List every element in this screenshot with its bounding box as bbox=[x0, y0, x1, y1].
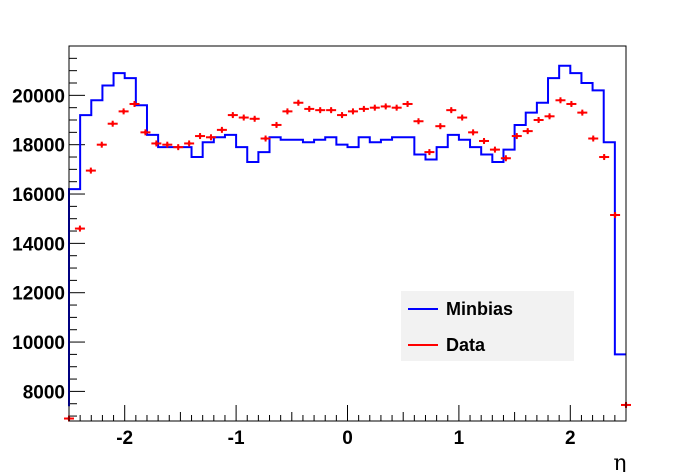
x-tick-label: 1 bbox=[454, 428, 465, 449]
axis-ticks bbox=[68, 57, 627, 421]
legend: Minbias Data bbox=[401, 291, 574, 361]
legend-box bbox=[401, 291, 574, 361]
data-point bbox=[293, 99, 304, 106]
legend-data-label: Data bbox=[446, 335, 486, 355]
tick-labels: 8000 10000 12000 14000 16000 18000 20000 -2 -1 0 1… bbox=[12, 86, 575, 449]
data-point bbox=[402, 100, 413, 107]
data-point bbox=[588, 135, 599, 142]
data-point bbox=[184, 140, 195, 147]
data-point bbox=[347, 108, 358, 115]
plot-frame bbox=[68, 45, 627, 422]
data-point bbox=[457, 114, 468, 121]
data-point bbox=[326, 107, 337, 114]
data-point bbox=[129, 100, 140, 107]
data-point bbox=[533, 117, 544, 124]
data-point bbox=[304, 105, 315, 112]
y-tick-label: 10000 bbox=[12, 333, 65, 354]
y-tick-label: 12000 bbox=[12, 284, 65, 305]
data-point bbox=[337, 112, 348, 119]
data-point bbox=[151, 140, 162, 147]
x-axis-title: η bbox=[613, 451, 626, 472]
data-point bbox=[260, 135, 271, 142]
data-point bbox=[173, 144, 184, 151]
data-point bbox=[599, 154, 610, 161]
data-point bbox=[205, 134, 216, 141]
data-point bbox=[391, 104, 402, 111]
data-point bbox=[107, 120, 118, 127]
data-point bbox=[610, 211, 621, 218]
x-tick-label: 0 bbox=[342, 428, 353, 449]
data-point bbox=[195, 133, 206, 140]
data-point bbox=[413, 118, 424, 125]
data-point bbox=[162, 141, 173, 148]
data-point bbox=[424, 149, 435, 156]
data-point bbox=[566, 100, 577, 107]
data-point bbox=[227, 112, 238, 119]
data-point bbox=[479, 137, 490, 144]
data-point bbox=[96, 141, 107, 148]
data-point bbox=[489, 146, 500, 153]
data-point bbox=[522, 128, 533, 135]
data-point bbox=[468, 129, 479, 136]
y-tick-label: 20000 bbox=[12, 86, 65, 107]
data-point bbox=[511, 133, 522, 140]
y-tick-label: 18000 bbox=[12, 136, 65, 157]
data-point bbox=[435, 123, 446, 130]
data-point bbox=[555, 97, 566, 104]
data-point bbox=[238, 114, 249, 121]
data-point bbox=[74, 225, 85, 232]
series-minbias-step bbox=[68, 64, 626, 407]
data-point bbox=[446, 107, 457, 114]
data-point bbox=[282, 108, 293, 115]
y-tick-label: 16000 bbox=[12, 185, 65, 206]
series-area bbox=[64, 64, 631, 422]
x-tick-label: -1 bbox=[228, 428, 245, 449]
data-point bbox=[249, 115, 260, 122]
data-point bbox=[118, 108, 129, 115]
data-point bbox=[369, 104, 380, 111]
data-point bbox=[271, 121, 282, 128]
data-point bbox=[380, 103, 391, 110]
x-tick-label: -2 bbox=[116, 428, 133, 449]
data-point bbox=[216, 126, 227, 133]
data-point bbox=[140, 129, 151, 136]
data-point bbox=[315, 107, 326, 114]
data-point bbox=[358, 105, 369, 112]
data-point bbox=[85, 167, 96, 174]
data-point bbox=[577, 109, 588, 116]
y-tick-label: 8000 bbox=[23, 382, 65, 403]
legend-minbias-label: Minbias bbox=[446, 299, 513, 319]
data-point bbox=[500, 155, 511, 162]
data-point bbox=[544, 113, 555, 120]
y-tick-label: 14000 bbox=[12, 234, 65, 255]
x-tick-label: 2 bbox=[565, 428, 576, 449]
